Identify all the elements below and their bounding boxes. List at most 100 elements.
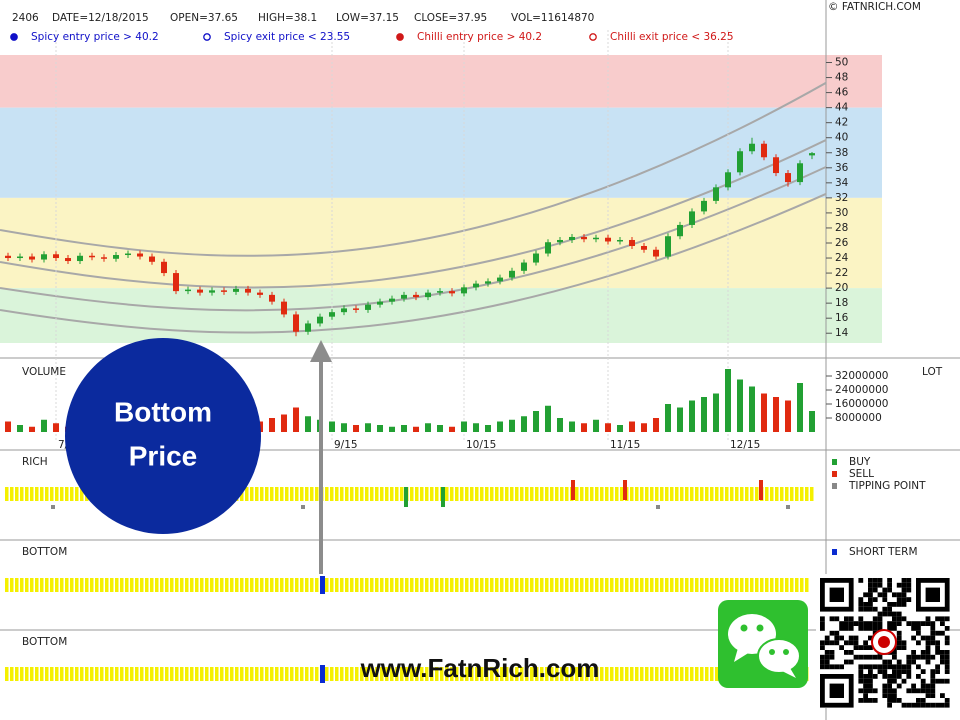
qr-cell	[882, 659, 888, 665]
qr-cell	[906, 669, 912, 674]
qr-cell	[824, 635, 830, 641]
x-tick-label: 10/15	[466, 439, 496, 451]
qr-cell	[882, 611, 888, 617]
qr-cell	[911, 702, 916, 708]
qr-cell	[868, 688, 873, 694]
candle-body	[281, 301, 287, 315]
qr-cell	[901, 640, 907, 646]
qr-cell	[848, 635, 854, 641]
y-tick-label: 38	[835, 147, 848, 159]
qr-cell	[920, 621, 926, 626]
qr-cell	[911, 683, 916, 689]
y-tick-label: 28	[835, 222, 848, 234]
qr-cell	[925, 645, 931, 650]
price-zones	[0, 55, 882, 343]
arrow	[310, 340, 332, 574]
qr-cell	[868, 592, 873, 598]
candle-body	[653, 249, 659, 257]
qr-cell	[930, 654, 936, 660]
volume-bar	[293, 407, 299, 432]
legend-label: Chilli entry price > 40.2	[417, 31, 542, 43]
legend-label: Spicy entry price > 40.2	[31, 31, 159, 43]
qr-cell	[944, 664, 950, 670]
candle-body	[473, 283, 479, 288]
qr-cell	[863, 693, 868, 698]
volume-bar	[341, 423, 347, 432]
qr-cell	[892, 664, 897, 670]
volume-bar	[797, 383, 803, 432]
qr-cell	[896, 597, 902, 602]
volume-bar	[461, 421, 467, 432]
candle-body	[149, 256, 155, 262]
qr-cell	[896, 635, 902, 641]
volume-bar	[809, 411, 815, 432]
qr-cell	[916, 698, 921, 703]
qr-cell	[896, 664, 902, 670]
qr-cell	[892, 602, 897, 607]
price-zone	[0, 197, 882, 289]
candle-body	[317, 316, 323, 324]
qr-cell	[930, 640, 936, 646]
qr-cell	[892, 678, 897, 684]
qr-cell	[820, 654, 825, 660]
qr-cell	[858, 664, 864, 670]
bottom-title: BOTTOM	[22, 546, 67, 558]
qr-cell	[872, 621, 878, 626]
qr-cell	[872, 578, 878, 583]
qr-cell	[944, 702, 950, 708]
qr-cell	[911, 688, 916, 694]
qr-cell	[863, 640, 868, 646]
wechat-icon	[718, 600, 808, 688]
qr-cell	[911, 635, 916, 641]
qr-cell	[868, 654, 873, 660]
qr-cell	[872, 654, 878, 660]
qr-cell	[834, 664, 840, 670]
candle-body	[401, 294, 407, 299]
candle-body	[161, 261, 167, 274]
qr-cell	[868, 678, 873, 684]
qr-cell	[877, 669, 883, 674]
qr-cell	[901, 678, 907, 684]
y-tick-label: 24000000	[835, 384, 888, 396]
qr-cell	[872, 674, 878, 679]
qr-cell	[911, 659, 916, 665]
candle-body	[389, 298, 395, 302]
qr-cell	[848, 659, 854, 665]
candle-body	[293, 314, 299, 332]
qr-cell	[940, 650, 945, 655]
candle-body	[545, 242, 551, 254]
qr-cell	[882, 606, 888, 612]
qr-cell	[839, 664, 844, 670]
qr-cell	[858, 602, 864, 607]
qr-cell	[916, 630, 921, 636]
qr-cell	[940, 616, 945, 622]
qr-cell	[887, 683, 892, 689]
qr-cell	[872, 626, 878, 631]
qr-cell	[872, 582, 878, 588]
qr-cell	[887, 578, 892, 583]
volume-bar	[353, 425, 359, 432]
qr-cell	[839, 635, 844, 641]
header: 2406 DATE=12/18/2015 OPEN=37.65 HIGH=38.…	[12, 1, 921, 24]
qr-cell	[863, 645, 868, 650]
qr-cell	[896, 674, 902, 679]
qr-cell	[892, 592, 897, 598]
candle-body	[485, 281, 491, 284]
x-tick-label: 12/15	[730, 439, 760, 451]
qr-cell	[920, 635, 926, 641]
qr-cell	[935, 669, 940, 674]
qr-cell	[844, 621, 849, 626]
qr-cell	[940, 678, 945, 684]
qr-cell	[868, 683, 873, 689]
qr-cell	[944, 640, 950, 646]
volume-bar	[377, 425, 383, 432]
volume-bar	[53, 423, 59, 432]
qr-cell	[887, 626, 892, 631]
qr-cell	[863, 664, 868, 670]
qr-cell	[925, 616, 931, 622]
qr-finder	[829, 587, 844, 602]
channel-lines	[0, 81, 826, 334]
website: www.FatnRich.com	[360, 653, 600, 683]
qr-cell	[930, 683, 936, 689]
